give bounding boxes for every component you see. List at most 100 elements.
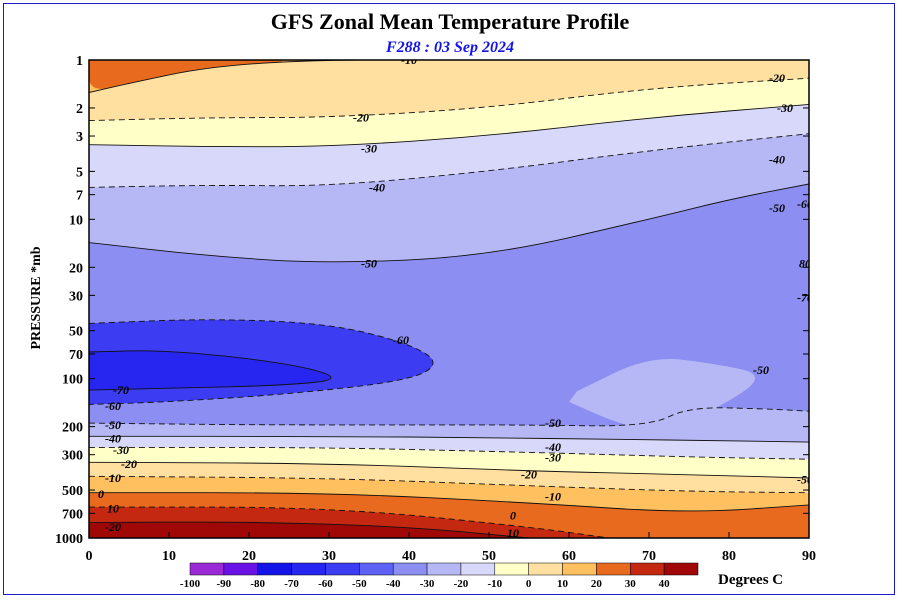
band-above-minus20	[89, 60, 809, 121]
colorbar-label-1: -90	[217, 578, 232, 590]
contour-label-20: -50	[545, 416, 561, 430]
contour-label-27: -50	[753, 363, 769, 377]
y-tick-label-5: 10	[69, 213, 83, 228]
y-tick-label-13: 500	[62, 484, 83, 499]
contour-label-28: -60	[797, 197, 813, 211]
isotherm-3	[89, 133, 809, 188]
colorbar-swatch-1	[223, 562, 258, 576]
y-tick-label-1: 2	[76, 102, 83, 117]
y-tick-label-14: 700	[62, 507, 83, 522]
y-tick-label-3: 5	[76, 165, 83, 180]
y-axis-label: PRESSURE *mb	[29, 246, 44, 349]
chart-subtitle: F288 : 03 Sep 2024	[385, 39, 514, 56]
colorbar-label-0: -100	[180, 578, 201, 590]
colorbar-label-11: 10	[557, 578, 569, 590]
contour-label-6: -40	[769, 152, 785, 166]
contour-label-4: -30	[777, 101, 793, 115]
isotherm-7	[89, 407, 809, 427]
contour-label-26: 10	[507, 526, 519, 540]
contour-label-23: -20	[521, 468, 537, 482]
contour-label-31: -50	[797, 473, 813, 487]
isotherm-1	[89, 77, 809, 122]
contour-label-9: -60	[393, 333, 409, 347]
colorbar-label-6: -40	[386, 578, 401, 590]
y-tick-label-7: 30	[69, 289, 83, 304]
colorbar-label-13: 30	[625, 578, 637, 590]
colorbar-swatch-2	[257, 562, 292, 576]
contour-label-11: -60	[105, 399, 121, 413]
band-minus50-right	[569, 358, 755, 429]
contour-label-19: -20	[105, 520, 121, 534]
contour-label-0: -10	[401, 53, 417, 67]
y-tick-label-6: 20	[69, 261, 83, 276]
colorbar-label-4: -60	[318, 578, 333, 590]
colorbar-swatch-10	[528, 562, 563, 576]
x-tick-label-4: 40	[402, 549, 416, 564]
isotherm-6	[89, 350, 332, 391]
isotherm-lines	[89, 60, 809, 538]
colorbar-swatch-12	[596, 562, 631, 576]
isotherm-0	[89, 60, 409, 93]
colorbar-label-12: 20	[591, 578, 603, 590]
colorbar-swatch-4	[325, 562, 360, 576]
band-below-20	[89, 522, 529, 538]
x-tick-label-7: 70	[642, 549, 656, 564]
contour-label-7: -50	[361, 257, 377, 271]
contour-label-1: -20	[353, 111, 369, 125]
colorbar-swatch-8	[460, 562, 496, 576]
isotherm-4	[89, 183, 809, 263]
y-tick-label-10: 100	[62, 373, 83, 388]
colorbar-swatch-3	[291, 562, 326, 576]
x-tick-label-6: 60	[562, 549, 576, 564]
plot-border	[88, 59, 810, 539]
contour-label-16: -10	[105, 471, 121, 485]
plot-area: -10-20-20-30-30-40-40-50-50-60-70-60-50-…	[89, 53, 813, 540]
band-warm-top	[89, 60, 283, 89]
x-tick-label-0: 0	[86, 549, 93, 564]
contour-label-30: -70	[797, 291, 813, 305]
y-tick-label-4: 7	[76, 189, 83, 204]
contour-label-14: -30	[113, 443, 129, 457]
colorbar-label-14: 40	[659, 578, 671, 590]
colorbar-swatch-11	[562, 562, 597, 576]
contour-label-10: -70	[113, 383, 129, 397]
figure-frame	[3, 3, 895, 595]
x-tick-label-2: 20	[242, 549, 256, 564]
isotherm-10	[89, 461, 809, 479]
y-tick-label-15: 1000	[55, 532, 83, 547]
isotherm-12	[89, 492, 809, 512]
colorbar-label-2: -80	[250, 578, 265, 590]
colorbar-unit-label: Degrees C	[718, 572, 783, 588]
colorbar: -100 -90 -80 -70 -60 -50 -40 -30 -20 -10 0 10 20 30 40	[180, 562, 699, 590]
contour-label-29: 80	[799, 257, 811, 271]
x-tick-label-9: 90	[802, 549, 816, 564]
contour-label-5: -40	[369, 180, 385, 194]
colorbar-swatch-9	[494, 562, 529, 576]
band-minus70	[89, 350, 331, 391]
x-axis-ticks: 0 10 20 30 40 50 60 70 80 90	[86, 532, 816, 564]
y-tick-label-11: 200	[62, 421, 83, 436]
x-tick-label-3: 30	[322, 549, 336, 564]
colorbar-label-8: -20	[454, 578, 469, 590]
isotherm-2	[89, 103, 809, 148]
isotherm-5	[89, 319, 434, 405]
colorbar-swatch-14	[663, 562, 699, 576]
colorbar-swatch-5	[359, 562, 394, 576]
colorbar-label-3: -70	[284, 578, 299, 590]
contour-label-25: 0	[510, 508, 516, 522]
contour-label-8: -50	[769, 201, 785, 215]
isotherm-11	[89, 475, 809, 494]
x-tick-label-1: 10	[162, 549, 176, 564]
isotherm-labels: -10-20-20-30-30-40-40-50-50-60-70-60-50-…	[98, 53, 813, 540]
y-tick-label-0: 1	[76, 54, 83, 69]
colorbar-label-5: -50	[352, 578, 367, 590]
contour-label-3: -30	[361, 142, 377, 156]
colorbar-swatch-13	[630, 562, 665, 576]
colorbar-swatch-6	[392, 562, 428, 576]
contour-label-2: -20	[769, 71, 785, 85]
contour-label-22: -30	[545, 450, 561, 464]
contour-label-21: -40	[545, 440, 561, 454]
y-tick-label-8: 50	[69, 325, 83, 340]
contour-label-15: -20	[121, 457, 137, 471]
